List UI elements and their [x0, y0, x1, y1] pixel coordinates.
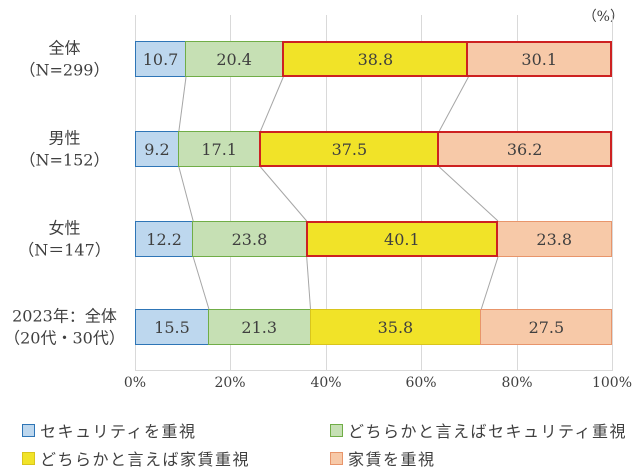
bar-segment: 15.5 [135, 309, 209, 345]
bar-segment: 30.1 [466, 41, 612, 77]
legend-item: セキュリティを重視 [22, 418, 330, 442]
connector-line [260, 76, 284, 132]
x-axis-tick: 40% [310, 375, 342, 391]
gridline [326, 15, 327, 370]
category-label-line2: （N=299） [19, 60, 110, 79]
segment-value: 15.5 [154, 317, 190, 337]
x-axis-tick: 0% [123, 375, 147, 391]
category-label: 男性 （N=152） [0, 127, 129, 170]
category-label-line2: （N＝147） [18, 240, 111, 259]
legend-item: どちらかと言えばセキュリティ重視 [330, 418, 627, 442]
bar-segment: 23.8 [496, 221, 612, 257]
x-axis-tick: 20% [214, 375, 246, 391]
segment-value: 23.8 [231, 229, 268, 249]
legend-swatch [330, 423, 343, 437]
category-label-line1: 女性 [48, 218, 81, 238]
segment-value: 21.3 [241, 317, 278, 337]
category-label: 2023年：全体 （20代・30代） [0, 305, 129, 348]
bar-segment: 37.5 [259, 131, 440, 167]
segment-value: 23.8 [536, 229, 573, 249]
connector-lines [178, 76, 499, 310]
bar-segment: 10.7 [135, 41, 187, 77]
x-axis-tick: 100% [591, 375, 633, 391]
bar-segment: 40.1 [305, 221, 498, 257]
gridline [230, 15, 231, 370]
connector-line [192, 256, 210, 310]
segment-value: 10.7 [142, 49, 179, 69]
gridline [421, 15, 422, 370]
category-label-line2: （N=152） [19, 150, 110, 169]
gridline [135, 15, 136, 370]
unit-label: （%） [582, 9, 624, 25]
gridline [517, 15, 518, 370]
legend: セキュリティを重視 どちらかと言えばセキュリティ重視どちらかと言えば家賃重視 家賃を… [22, 416, 627, 472]
category-label-line1: 男性 [48, 128, 81, 148]
legend-label: 家賃を重視 [348, 450, 436, 469]
category-label: 全体 （N=299） [0, 37, 129, 80]
legend-label: どちらかと言えば家賃重視 [40, 450, 251, 469]
segment-value: 38.8 [357, 49, 394, 69]
segment-value: 40.1 [384, 229, 420, 249]
bar-segment: 12.2 [135, 221, 194, 257]
bar-segment: 20.4 [185, 41, 284, 77]
plot-area: 10.7 20.4 38.8 30.1 9.2 17.1 37.5 36.2 12.2 23.8 4… [135, 0, 613, 370]
bar-segment: 17.1 [177, 131, 261, 167]
segment-value: 9.2 [144, 139, 170, 159]
category-label: 女性 （N＝147） [0, 217, 129, 260]
legend-swatch [22, 423, 35, 437]
gridline [612, 15, 613, 370]
bar-segment: 23.8 [192, 221, 307, 257]
bar-segment: 36.2 [437, 131, 612, 167]
segment-value: 20.4 [216, 49, 252, 69]
connector-line [306, 256, 311, 310]
legend-item: 家賃を重視 [330, 446, 627, 470]
x-axis-tick: 80% [501, 375, 533, 391]
segment-value: 36.2 [506, 139, 543, 159]
bar-segment: 21.3 [207, 309, 311, 345]
connector-line [438, 76, 469, 132]
connector-line [178, 166, 194, 222]
legend-swatch [22, 451, 35, 465]
legend-label: どちらかと言えばセキュリティ重視 [348, 422, 628, 441]
x-axis-line [135, 370, 613, 371]
connector-line [480, 256, 499, 310]
segment-value: 27.5 [528, 317, 565, 337]
connector-line [178, 76, 187, 132]
segment-value: 35.8 [377, 317, 414, 337]
connector-line [260, 166, 308, 222]
legend-item: どちらかと言えば家賃重視 [22, 446, 330, 470]
bar-segment: 38.8 [282, 41, 469, 77]
segment-value: 12.2 [146, 229, 182, 249]
bar-segment: 9.2 [135, 131, 179, 167]
bar-segment: 35.8 [309, 309, 482, 345]
x-axis-tick: 60% [405, 375, 437, 391]
segment-value: 30.1 [521, 49, 558, 69]
category-label-line2: （20代・30代） [4, 328, 125, 347]
legend-swatch [330, 451, 343, 465]
segment-value: 17.1 [201, 139, 237, 159]
bar-segment: 27.5 [480, 309, 613, 345]
category-label-line1: 全体 [48, 38, 81, 58]
connector-line [438, 166, 499, 222]
category-label-line1: 2023年：全体 [12, 306, 117, 326]
legend-label: セキュリティを重視 [40, 422, 197, 441]
segment-value: 37.5 [331, 139, 368, 159]
